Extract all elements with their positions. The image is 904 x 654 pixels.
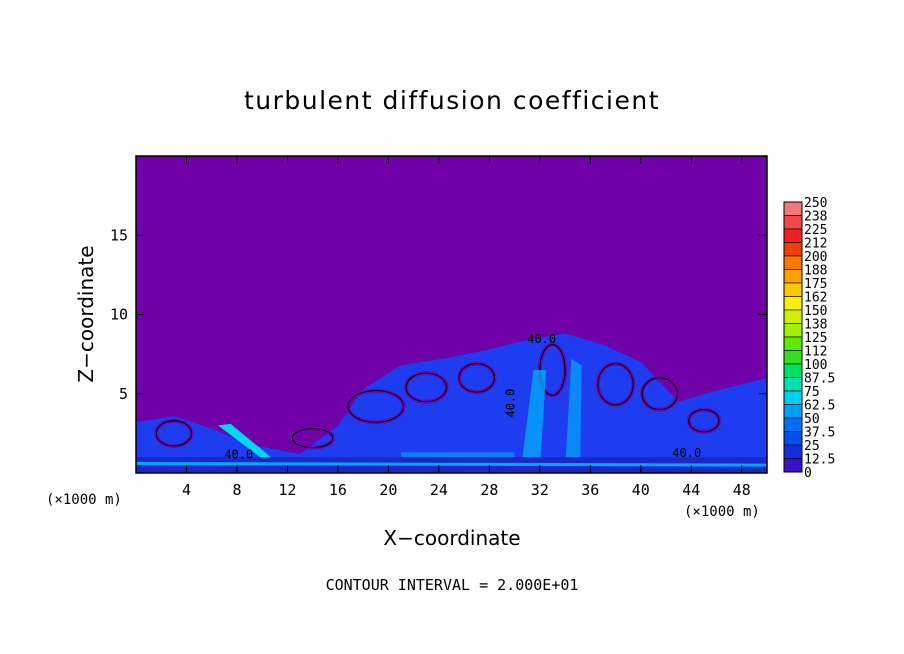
colorbar-band: [783, 282, 803, 297]
colorbar-label: 100: [804, 358, 827, 373]
colorbar-label: 200: [804, 250, 827, 265]
contour-line: [291, 428, 334, 449]
colorbar-label: 37.5: [804, 426, 835, 441]
colorbar-band: [783, 309, 803, 324]
colorbar-label: 250: [804, 196, 827, 211]
colorbar-frame: [783, 201, 803, 473]
colorbar-band: [783, 350, 803, 365]
x-tick-label: 8: [232, 481, 241, 499]
colorbar-band: [783, 242, 803, 257]
colorbar-label: 225: [804, 223, 827, 238]
contour-interval-note: CONTOUR INTERVAL = 2.000E+01: [325, 576, 579, 594]
x-axis-label: X−coordinate: [383, 526, 521, 550]
colorbar-band: [783, 323, 803, 338]
y-axis-label: Z−coordinate: [74, 245, 98, 383]
x-tick-label: 40: [632, 481, 650, 499]
colorbar-band: [783, 296, 803, 311]
contour-line: [688, 409, 720, 433]
colorbar-band: [783, 377, 803, 392]
x-tick-label: 12: [278, 481, 296, 499]
high-value-column: [565, 358, 582, 470]
colorbar-band: [783, 458, 803, 473]
x-unit-left: (×1000 m): [46, 492, 122, 508]
x-tick-label: 32: [531, 481, 549, 499]
colorbar-label: 62.5: [804, 399, 835, 414]
contour-label: 40.0: [224, 448, 253, 462]
chart-title: turbulent diffusion coefficient: [243, 86, 661, 115]
colorbar-band: [783, 390, 803, 405]
colorbar-label: 212: [804, 237, 827, 252]
colorbar-label: 125: [804, 331, 827, 346]
contour-label: 40.0: [527, 332, 556, 346]
colorbar-label: 12.5: [804, 453, 835, 468]
x-tick-label: 4: [182, 481, 191, 499]
high-value-streak: [218, 423, 275, 464]
colorbar-label: 162: [804, 291, 827, 306]
y-tick-label: 10: [110, 306, 128, 324]
colorbar-label: 238: [804, 210, 827, 225]
colorbar-label: 112: [804, 345, 827, 360]
y-tick-label: 5: [119, 385, 128, 403]
colorbar-band: [783, 417, 803, 432]
contour-line: [458, 363, 495, 393]
colorbar-band: [783, 444, 803, 459]
colorbar-band: [783, 404, 803, 419]
y-tick-label: 15: [110, 226, 128, 244]
colorbar-label: 0: [804, 466, 812, 481]
colorbar-band: [783, 336, 803, 351]
colorbar-band: [783, 363, 803, 378]
high-value-column: [520, 369, 547, 470]
x-tick-label: 16: [329, 481, 347, 499]
colorbar-label: 188: [804, 264, 827, 279]
contour-line: [641, 377, 678, 411]
contour-label: 40.0: [672, 446, 701, 460]
x-tick-label: 36: [581, 481, 599, 499]
colorbar-band: [783, 255, 803, 270]
x-tick-label: 28: [480, 481, 498, 499]
colorbar-label: 150: [804, 304, 827, 319]
surface-highlight: [135, 461, 768, 467]
colorbar-label: 25: [804, 439, 820, 454]
contour-line: [539, 344, 566, 396]
contour-line: [155, 420, 193, 447]
contour-line: [597, 363, 634, 406]
x-tick-label: 44: [682, 481, 700, 499]
contour-line: [347, 390, 405, 423]
colorbar-label: 87.5: [804, 372, 835, 387]
colorbar-band: [783, 201, 803, 216]
colorbar-label: 50: [804, 412, 820, 427]
colorbar-band: [783, 431, 803, 446]
colorbar-label: 75: [804, 385, 820, 400]
x-tick-label: 20: [379, 481, 397, 499]
colorbar-label: 175: [804, 277, 827, 292]
contour-line: [405, 372, 447, 403]
x-tick-label: 24: [430, 481, 448, 499]
x-unit-right: (×1000 m): [684, 504, 760, 520]
colorbar-label: 138: [804, 318, 827, 333]
turbulent-region: [136, 333, 767, 473]
x-tick-label: 48: [733, 481, 751, 499]
colorbar-band: [783, 228, 803, 243]
colorbar-band: [783, 215, 803, 230]
contour-label: 40.0: [504, 389, 518, 418]
colorbar-band: [783, 269, 803, 284]
